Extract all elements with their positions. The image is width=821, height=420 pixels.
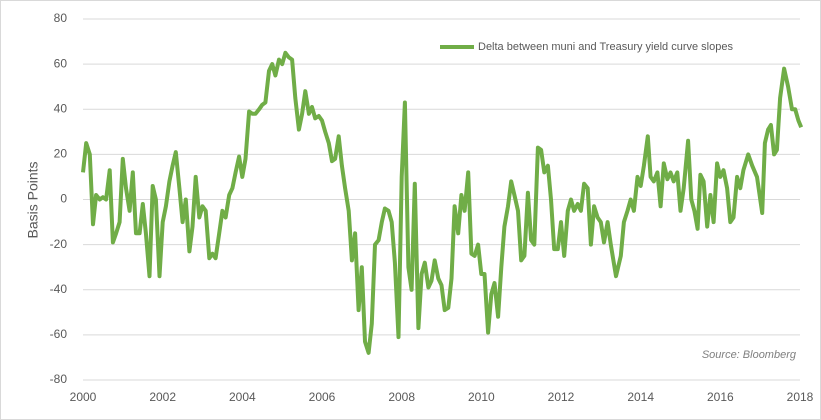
x-tick-label: 2004	[229, 390, 256, 404]
y-tick-label: -40	[50, 282, 68, 296]
x-tick-label: 2002	[149, 390, 176, 404]
source-note: Source: Bloomberg	[702, 349, 797, 361]
y-tick-label: -20	[50, 237, 68, 251]
x-tick-label: 2000	[70, 390, 97, 404]
y-tick-label: 60	[54, 56, 68, 70]
x-tick-label: 2014	[627, 390, 654, 404]
x-tick-label: 2008	[388, 390, 415, 404]
x-tick-label: 2006	[309, 390, 336, 404]
y-tick-label: 0	[60, 192, 67, 206]
x-tick-label: 2016	[707, 390, 734, 404]
legend-label: Delta between muni and Treasury yield cu…	[478, 41, 733, 53]
x-tick-label: 2018	[787, 390, 814, 404]
x-tick-label: 2012	[548, 390, 575, 404]
y-tick-label: 40	[54, 101, 68, 115]
y-tick-label: 20	[54, 147, 68, 161]
y-tick-label: -60	[50, 327, 68, 341]
y-tick-label: -80	[50, 372, 68, 386]
y-tick-label: 80	[54, 11, 68, 25]
x-tick-label: 2010	[468, 390, 495, 404]
y-axis-label: Basis Points	[25, 161, 41, 238]
data-line	[81, 50, 804, 355]
